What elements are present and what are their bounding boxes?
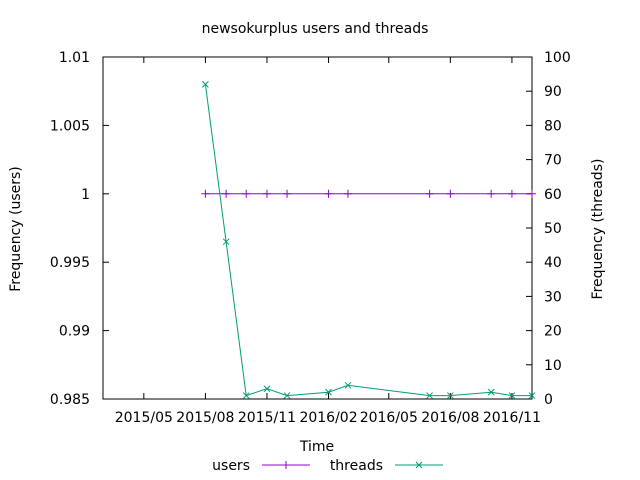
- y2-tick-label: 80: [544, 118, 562, 134]
- threads-line: [204, 84, 532, 397]
- threads-point: [508, 392, 516, 399]
- threads-point: [263, 385, 271, 393]
- y-tick-label: 1: [81, 187, 90, 203]
- y2-tick-label: 20: [544, 324, 562, 340]
- users-point: [222, 189, 231, 198]
- users-point: [242, 189, 251, 198]
- users-point: [343, 189, 352, 198]
- users-point: [324, 189, 333, 198]
- legend: users threads: [212, 458, 443, 474]
- users-point: [262, 189, 271, 198]
- legend-label-users: users: [212, 458, 250, 474]
- threads-point: [446, 392, 454, 399]
- y2-tick-label: 10: [544, 358, 562, 374]
- users-point: [283, 189, 292, 198]
- y2-tick-label: 90: [544, 84, 562, 100]
- y2-tick-label: 0: [544, 392, 553, 408]
- y-tick-label: 1.005: [50, 118, 90, 134]
- users-point: [507, 189, 516, 198]
- x-tick-label: 2016/05: [360, 410, 418, 426]
- series-lines: [204, 84, 532, 397]
- y-tick-label: 0.985: [50, 392, 90, 408]
- y2-tick-label: 100: [544, 50, 571, 66]
- threads-point: [222, 238, 230, 246]
- y2-tick-label: 50: [544, 221, 562, 237]
- threads-point: [242, 392, 250, 399]
- threads-point: [528, 392, 536, 399]
- threads-point: [283, 392, 291, 399]
- threads-point: [426, 392, 433, 399]
- x-tick-label: 2016/11: [483, 410, 541, 426]
- x-axis-label: Time: [299, 439, 334, 455]
- y-axis-label: Frequency (users): [8, 166, 24, 292]
- legend-marker-threads: [415, 461, 423, 469]
- y2-tick-label: 60: [544, 187, 562, 203]
- y-tick-label: 0.995: [50, 255, 90, 271]
- users-point: [425, 189, 434, 198]
- users-point: [446, 189, 455, 198]
- users-point: [487, 189, 496, 198]
- x-tick-label: 2016/08: [421, 410, 479, 426]
- users-point: [528, 189, 536, 198]
- y2-tick-label: 70: [544, 153, 562, 169]
- chart-title: newsokurplus users and threads: [202, 21, 429, 37]
- legend-label-threads: threads: [330, 458, 383, 474]
- series-markers: [201, 81, 536, 399]
- threads-point: [202, 81, 209, 88]
- y2-tick-label: 30: [544, 289, 562, 305]
- x-tick-label: 2015/05: [115, 410, 173, 426]
- legend-marker-users: [282, 461, 290, 469]
- threads-point: [487, 388, 495, 396]
- x-tick-label: 2015/11: [238, 410, 296, 426]
- threads-point: [344, 381, 352, 389]
- users-point: [201, 189, 210, 198]
- axis-ticks: 2015/05 2015/08 2015/11 2016/02 2016/05 2016/…: [50, 50, 571, 426]
- y-tick-label: 1.01: [59, 50, 90, 66]
- y2-axis-label: Frequency (threads): [590, 159, 606, 300]
- threads-point: [325, 388, 332, 396]
- y2-tick-label: 40: [544, 255, 562, 271]
- plot-frame: [102, 56, 533, 400]
- y-tick-label: 0.99: [59, 324, 90, 340]
- x-tick-label: 2016/02: [299, 410, 357, 426]
- x-tick-label: 2015/08: [176, 410, 234, 426]
